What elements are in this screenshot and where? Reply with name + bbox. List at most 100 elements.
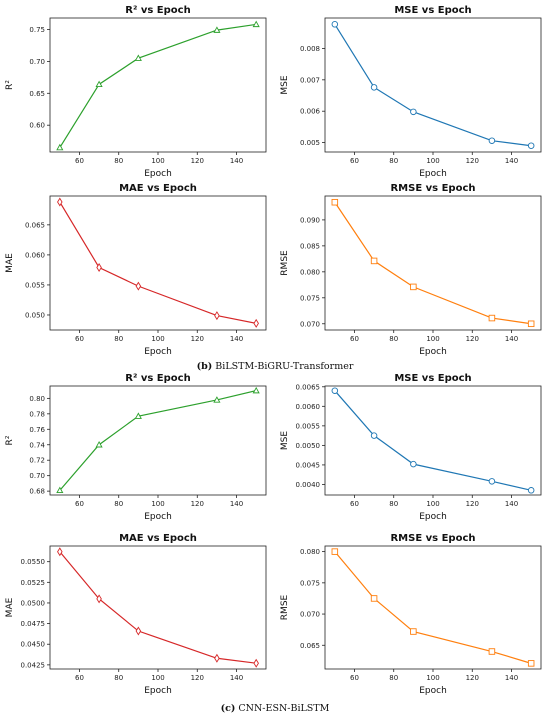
x-tick-label: 140 (505, 674, 518, 682)
x-tick-label: 60 (350, 674, 359, 682)
caption-b-tag: (b) (196, 361, 213, 372)
x-tick-label: 100 (151, 500, 164, 508)
y-tick-label: 0.085 (300, 242, 320, 250)
chart-mse-cnn-esn-bilstm: MSE vs Epoch 60 80 100 120 140 0.0040 0.0045 0.0… (280, 373, 542, 522)
y-tick-label: 0.0500 (21, 599, 46, 607)
y-tick-label: 0.70 (29, 58, 45, 66)
y-tick-label: 0.070 (300, 320, 320, 328)
series-line (59, 551, 257, 664)
data-point (213, 396, 221, 403)
series-line (59, 390, 257, 491)
x-tick-label: 140 (230, 500, 243, 508)
x-tick-label: 140 (230, 674, 243, 682)
x-tick-label: 60 (75, 335, 84, 343)
x-tick-label: 100 (426, 500, 439, 508)
y-tick-label: 0.74 (29, 441, 45, 449)
y-tick-label: 0.78 (29, 410, 45, 418)
data-point (57, 197, 63, 207)
series-line (334, 390, 532, 491)
y-tick-label: 0.0475 (21, 620, 46, 628)
y-tick-label: 0.060 (25, 251, 45, 259)
x-tick-label: 80 (114, 500, 123, 508)
data-point (253, 318, 259, 328)
y-tick-label: 0.090 (300, 216, 320, 224)
chart-title: RMSE vs Epoch (390, 533, 475, 544)
x-axis-label: Epoch (419, 686, 447, 696)
y-tick-label: 0.075 (300, 579, 320, 587)
y-tick-label: 0.050 (25, 311, 45, 319)
x-tick-label: 140 (230, 335, 243, 343)
y-axis-label: RMSE (280, 250, 290, 276)
plot-frame (324, 195, 542, 331)
x-tick-label: 60 (75, 500, 84, 508)
data-point (252, 20, 260, 28)
data-point (57, 547, 63, 557)
x-tick-label: 60 (350, 500, 359, 508)
data-point (410, 628, 417, 635)
chart-mae-cnn-esn-bilstm: MAE vs Epoch 60 80 100 120 140 0.0425 0.0450 0.0… (5, 533, 267, 696)
x-tick-label: 140 (505, 335, 518, 343)
x-axis-label: Epoch (419, 347, 447, 357)
x-tick-label: 120 (191, 157, 204, 165)
chart-r2-cnn-esn-bilstm: R² vs Epoch 60 80 100 120 140 0.68 0.70 0.72 0.74… (5, 373, 267, 522)
y-tick-label: 0.0065 (296, 383, 321, 391)
y-tick-label: 0.080 (300, 548, 320, 556)
chart-title: R² vs Epoch (125, 373, 190, 384)
x-tick-label: 80 (114, 674, 123, 682)
series-line (59, 201, 257, 324)
series-line (334, 23, 532, 147)
data-point (527, 660, 535, 667)
data-point (527, 320, 535, 328)
y-tick-label: 0.60 (29, 122, 45, 130)
data-point (331, 548, 339, 555)
chart-title: MSE vs Epoch (394, 5, 471, 16)
x-tick-label: 80 (114, 335, 123, 343)
data-point (213, 26, 221, 33)
y-tick-label: 0.65 (29, 90, 45, 98)
y-tick-label: 0.0050 (296, 442, 321, 450)
x-tick-label: 80 (114, 157, 123, 165)
x-tick-label: 120 (466, 674, 479, 682)
plot-frame (49, 545, 267, 670)
y-tick-label: 0.72 (29, 457, 45, 465)
plot-frame (49, 385, 267, 496)
y-tick-label: 0.007 (300, 76, 320, 84)
plot-frame (49, 195, 267, 331)
chart-rmse-bilstm-bigru-transformer: RMSE vs Epoch 60 80 100 120 140 0.070 0.075 0.08… (280, 183, 542, 357)
y-tick-label: 0.070 (300, 611, 320, 619)
data-point (253, 658, 259, 668)
x-axis-label: Epoch (419, 169, 447, 179)
series-line (59, 23, 257, 148)
chart-title: MAE vs Epoch (119, 533, 197, 544)
chart-title: RMSE vs Epoch (390, 183, 475, 194)
data-point (214, 653, 220, 663)
y-tick-label: 0.75 (29, 26, 45, 34)
y-tick-label: 0.0055 (296, 422, 321, 430)
x-axis-label: Epoch (144, 686, 172, 696)
data-point (331, 387, 339, 394)
x-tick-label: 120 (191, 500, 204, 508)
y-axis-label: MAE (5, 253, 15, 273)
x-tick-label: 80 (389, 674, 398, 682)
y-tick-label: 0.0060 (296, 403, 321, 411)
data-point (370, 84, 378, 91)
chart-title: MSE vs Epoch (394, 373, 471, 384)
data-point (410, 460, 417, 468)
y-tick-label: 0.065 (25, 221, 45, 229)
x-tick-label: 60 (350, 157, 359, 165)
y-axis-label: R² (5, 435, 15, 445)
x-tick-label: 140 (230, 157, 243, 165)
x-tick-label: 60 (75, 157, 84, 165)
x-tick-label: 80 (389, 157, 398, 165)
chart-r2-bilstm-bigru-transformer: R² vs Epoch 60 80 100 120 140 0.60 0.65 0.70 0.75… (5, 5, 267, 179)
data-point (488, 648, 496, 655)
data-point (135, 281, 142, 291)
data-point (370, 432, 378, 439)
caption-c: (c) CNN-ESN-BiLSTM (0, 703, 550, 714)
x-tick-label: 140 (505, 157, 518, 165)
x-tick-label: 120 (191, 335, 204, 343)
y-tick-label: 0.0045 (296, 461, 321, 469)
x-axis-label: Epoch (144, 169, 172, 179)
y-tick-label: 0.0525 (21, 579, 46, 587)
x-tick-label: 100 (151, 335, 164, 343)
